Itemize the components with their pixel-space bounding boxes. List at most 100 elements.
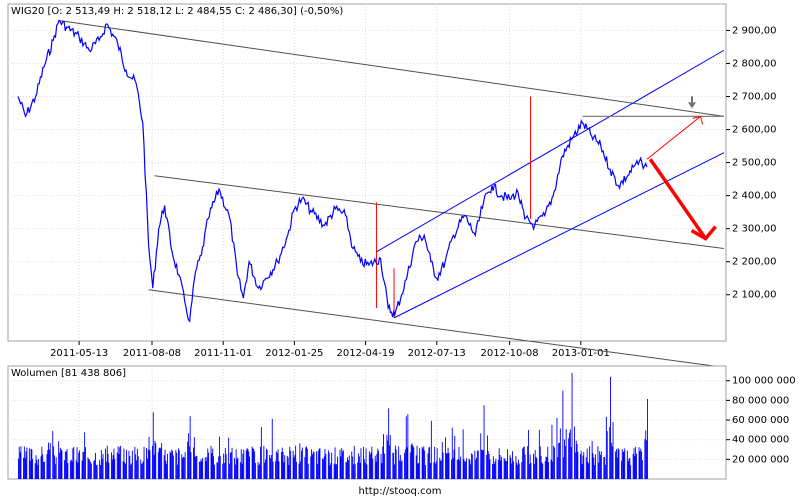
volume-bar [322, 459, 324, 479]
volume-bar [251, 446, 253, 479]
volume-bar [589, 446, 591, 479]
volume-bar [301, 447, 303, 479]
volume-bar [486, 454, 488, 479]
volume-bar [446, 453, 448, 479]
volume-bar [329, 465, 331, 479]
volume-bar [94, 459, 96, 479]
volume-bar [400, 461, 402, 479]
volume-bar [64, 460, 65, 479]
volume-bar [269, 454, 271, 479]
volume-bar [615, 451, 616, 479]
volume-bar [512, 451, 513, 479]
volume-bar [135, 454, 137, 479]
volume-bar [265, 459, 266, 479]
source-link[interactable]: http://stooq.com [358, 486, 442, 497]
volume-bar [610, 376, 611, 479]
volume-bar [172, 455, 174, 479]
volume-bar [533, 464, 535, 479]
volume-bar [219, 455, 221, 479]
volume-bar [591, 441, 593, 479]
volume-bar [540, 456, 542, 479]
volume-bar [489, 459, 491, 479]
volume-bar [364, 462, 366, 479]
volume-bar [183, 456, 184, 479]
volume-bar [509, 455, 511, 479]
volume-bar [100, 450, 102, 479]
volume-bar [536, 458, 538, 479]
volume-bar [505, 461, 507, 479]
volume-bar [147, 458, 148, 479]
volume-bar [288, 464, 290, 479]
volume-bar [34, 463, 36, 479]
volume-bar [576, 443, 578, 479]
volume-bar [282, 452, 284, 479]
volume-bar [87, 457, 89, 479]
volume-bar [166, 463, 168, 479]
volume-bar [189, 416, 191, 479]
volume-bar [565, 429, 567, 479]
volume-bar [476, 457, 477, 479]
volume-bar [301, 450, 302, 479]
volume-bar [99, 460, 101, 479]
volume-bar [425, 465, 426, 479]
volume-bar [616, 449, 617, 479]
volume-bar [384, 453, 385, 479]
volume-bar [375, 461, 377, 479]
volume-bar [242, 453, 244, 479]
volume-bar [647, 399, 648, 479]
price-grid [8, 4, 726, 341]
volume-bar [644, 439, 646, 479]
volume-bar [18, 446, 20, 479]
volume-bar [61, 450, 63, 479]
volume-bar [75, 460, 77, 479]
volume-bar [319, 448, 321, 479]
volume-bar [307, 463, 309, 479]
volume-bar [552, 461, 554, 479]
volume-bar [401, 460, 403, 479]
volume-bar [79, 450, 80, 479]
volume-bar [182, 457, 183, 479]
volume-bar [404, 452, 405, 479]
volume-panel-title: Wolumen [81 438 806] [11, 368, 127, 379]
price-x-axis: 2011-05-13 2011-08-08 2011-11-01 2012-01-25… [50, 341, 610, 359]
volume-bar [510, 457, 512, 479]
volume-bar [447, 447, 449, 479]
volume-bar [333, 463, 335, 479]
volume-bar [423, 446, 425, 479]
trend-channel-line [376, 49, 725, 253]
volume-bar [564, 439, 565, 479]
volume-bar [606, 431, 608, 479]
volume-bar [603, 457, 605, 479]
volume-bar [583, 452, 585, 479]
volume-bar [158, 448, 160, 479]
volume-bar [155, 443, 157, 479]
volume-bar [530, 463, 532, 479]
volume-bar [482, 450, 483, 479]
volume-bar [60, 449, 62, 479]
volume-bar [146, 448, 147, 479]
volume-bar [205, 461, 207, 479]
volume-bar [417, 463, 419, 479]
volume-bar [148, 436, 150, 479]
volume-bar [77, 462, 79, 479]
volume-bar [95, 453, 96, 479]
volume-bar [598, 462, 600, 479]
volume-bar [163, 455, 165, 479]
volume-bar [141, 463, 143, 479]
volume-bar [118, 454, 120, 479]
volume-y-tick-label: 20 000 000 [732, 454, 789, 465]
volume-bar [58, 441, 60, 479]
volume-bar [562, 390, 564, 479]
volume-bar [100, 465, 101, 479]
price-y-tick-label: 2 200,00 [732, 257, 777, 268]
volume-bar [342, 451, 343, 479]
volume-bar [117, 446, 119, 479]
volume-bar [122, 461, 124, 479]
volume-bar [81, 460, 83, 479]
volume-bar [574, 452, 576, 479]
volume-bar [542, 463, 544, 479]
volume-bar [527, 446, 529, 479]
volume-bar [247, 449, 249, 479]
volume-bar [459, 460, 461, 479]
price-x-tick-label: 2012-10-08 [481, 348, 539, 359]
